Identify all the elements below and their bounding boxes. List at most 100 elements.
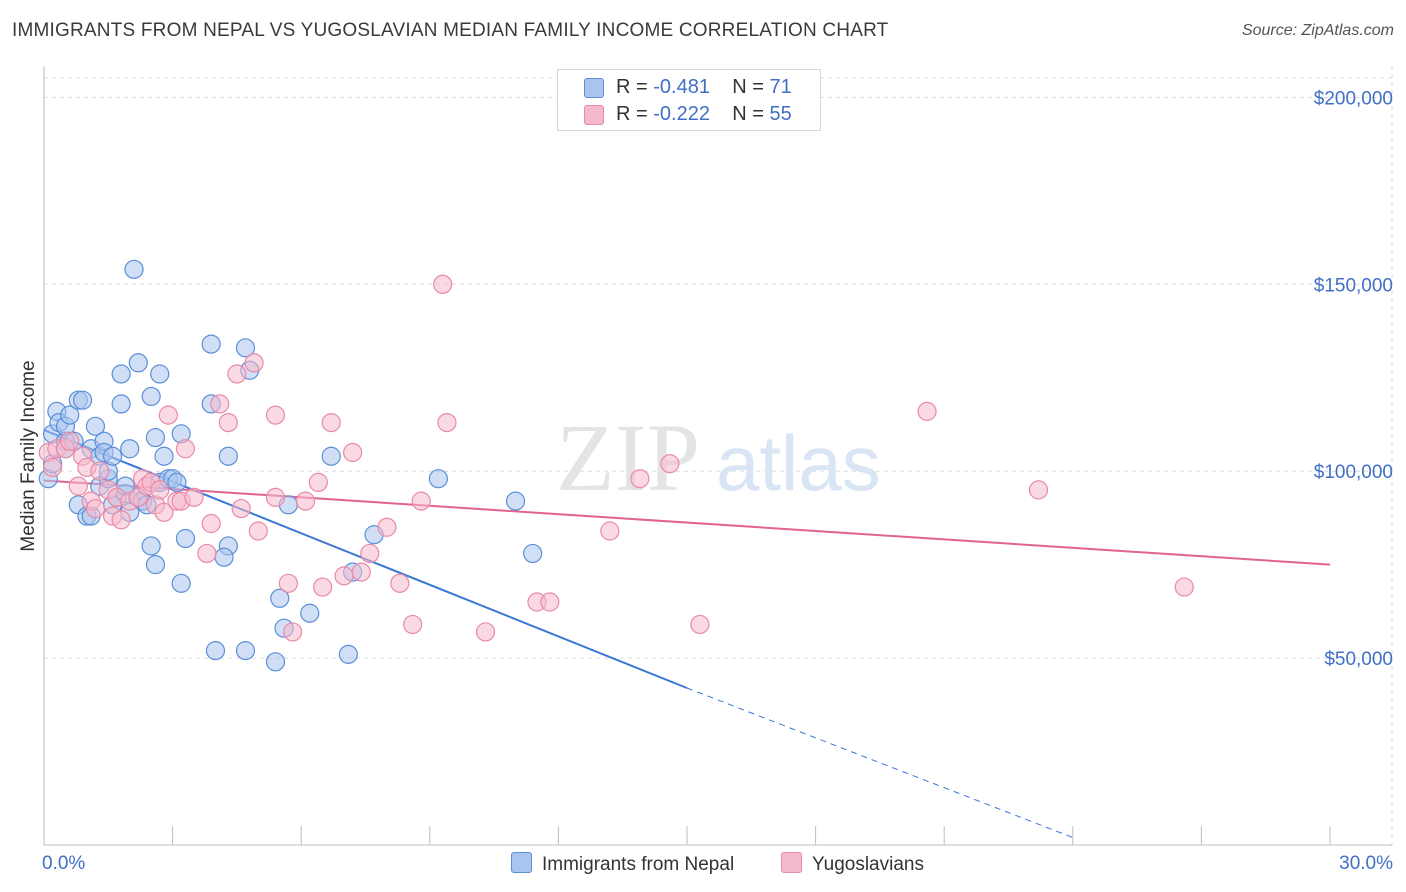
point-nepal [145, 427, 166, 448]
point-yugoslavians [227, 364, 247, 384]
point-nepal [154, 446, 174, 466]
point-nepal [300, 603, 320, 623]
point-nepal [141, 386, 161, 407]
trend-line-yugoslavians [43, 479, 1331, 566]
point-yugoslavians [630, 469, 650, 489]
watermark-atlas: atlas [716, 419, 881, 507]
y-axis-title: Median Family Income [18, 360, 39, 551]
point-nepal [141, 536, 161, 556]
legend-n-value-nepal: 71 [769, 76, 792, 98]
legend-row-yugoslavians: R = -0.222 N = 55 [558, 101, 820, 127]
point-yugoslavians [244, 353, 264, 373]
legend-r-label: R = [616, 76, 654, 98]
point-nepal [205, 641, 226, 661]
legend-r-value-yugoslavians: -0.222 [653, 103, 710, 125]
point-nepal [235, 338, 256, 358]
point-yugoslavians [403, 614, 423, 635]
point-nepal [428, 469, 448, 489]
point-yugoslavians [184, 487, 204, 507]
point-yugoslavians [201, 513, 221, 534]
point-yugoslavians [351, 562, 371, 582]
point-nepal [214, 547, 234, 567]
point-nepal [124, 259, 144, 279]
point-nepal [128, 353, 148, 373]
point-yugoslavians [154, 502, 174, 522]
y-tick-label: $150,000 [1314, 275, 1393, 296]
point-yugoslavians [210, 394, 230, 414]
point-yugoslavians [85, 498, 106, 519]
grid-lines [44, 66, 1393, 845]
point-yugoslavians [433, 274, 453, 294]
point-yugoslavians [660, 454, 680, 474]
data-points [38, 259, 1194, 672]
point-nepal [167, 472, 187, 493]
point-yugoslavians [917, 401, 937, 421]
point-nepal [72, 390, 93, 410]
legend-n-label: N = [732, 76, 770, 98]
y-tick-labels: $50,000 $100,000 $150,000 $200,000 [1314, 88, 1393, 670]
point-yugoslavians [313, 577, 333, 597]
point-nepal [265, 652, 286, 672]
point-yugoslavians [600, 521, 620, 541]
point-nepal [201, 334, 221, 354]
x-tick-label-min: 0.0% [42, 853, 85, 874]
legend-n-value-yugoslavians: 55 [769, 103, 792, 125]
point-nepal [270, 588, 290, 608]
point-yugoslavians [1028, 480, 1049, 500]
legend-row-nepal: R = -0.481 N = 71 [558, 74, 820, 100]
legend-n-label: N = [732, 103, 770, 125]
point-yugoslavians [68, 476, 88, 496]
point-yugoslavians [265, 405, 286, 425]
point-nepal [85, 416, 106, 436]
legend-r-label: R = [616, 103, 654, 125]
point-yugoslavians [343, 442, 363, 463]
point-yugoslavians [42, 457, 63, 478]
legend-swatch-yugoslavians [584, 105, 604, 125]
series-legend-yugoslavians: Yugoslavians [781, 852, 924, 876]
series-swatch-nepal [511, 852, 532, 873]
point-yugoslavians [475, 622, 496, 642]
point-yugoslavians [308, 472, 328, 493]
point-yugoslavians [111, 510, 131, 530]
point-yugoslavians [321, 412, 341, 433]
series-swatch-yugoslavians [781, 852, 802, 873]
point-yugoslavians [390, 573, 410, 593]
point-nepal [338, 644, 358, 664]
point-yugoslavians [218, 412, 238, 433]
point-yugoslavians [278, 573, 298, 593]
point-nepal [171, 573, 191, 593]
point-yugoslavians [283, 622, 303, 642]
point-nepal [111, 364, 131, 384]
point-nepal [60, 405, 80, 425]
zipatlas-watermark: ZIP atlas [556, 404, 881, 511]
point-yugoslavians [60, 431, 80, 451]
point-yugoslavians [411, 491, 431, 511]
point-yugoslavians [150, 480, 170, 500]
chart-title: IMMIGRANTS FROM NEPAL VS YUGOSLAVIAN MED… [12, 20, 889, 41]
point-yugoslavians [248, 521, 268, 541]
y-tick-label: $100,000 [1314, 462, 1393, 483]
legend-swatch-nepal [584, 78, 604, 98]
point-nepal [150, 364, 170, 384]
point-yugoslavians [158, 405, 178, 425]
point-nepal [505, 491, 526, 511]
point-yugoslavians [377, 517, 397, 537]
point-yugoslavians [360, 543, 380, 564]
x-tick-label-max: 30.0% [1339, 853, 1393, 874]
y-tick-label: $50,000 [1324, 649, 1393, 670]
point-nepal [120, 439, 140, 459]
chart-source: Source: ZipAtlas.com [1241, 22, 1394, 39]
point-yugoslavians [437, 412, 457, 433]
point-yugoslavians [90, 461, 110, 481]
point-yugoslavians [334, 566, 354, 586]
watermark-zip: ZIP [556, 404, 700, 511]
point-nepal [523, 543, 543, 564]
trend-line-nepal-extension [686, 687, 1073, 838]
point-nepal [321, 446, 341, 466]
point-nepal [145, 555, 166, 575]
point-yugoslavians [265, 487, 286, 507]
point-nepal [111, 394, 131, 414]
point-nepal [102, 446, 123, 466]
x-tick-labels: 0.0% 30.0% [42, 853, 1393, 874]
